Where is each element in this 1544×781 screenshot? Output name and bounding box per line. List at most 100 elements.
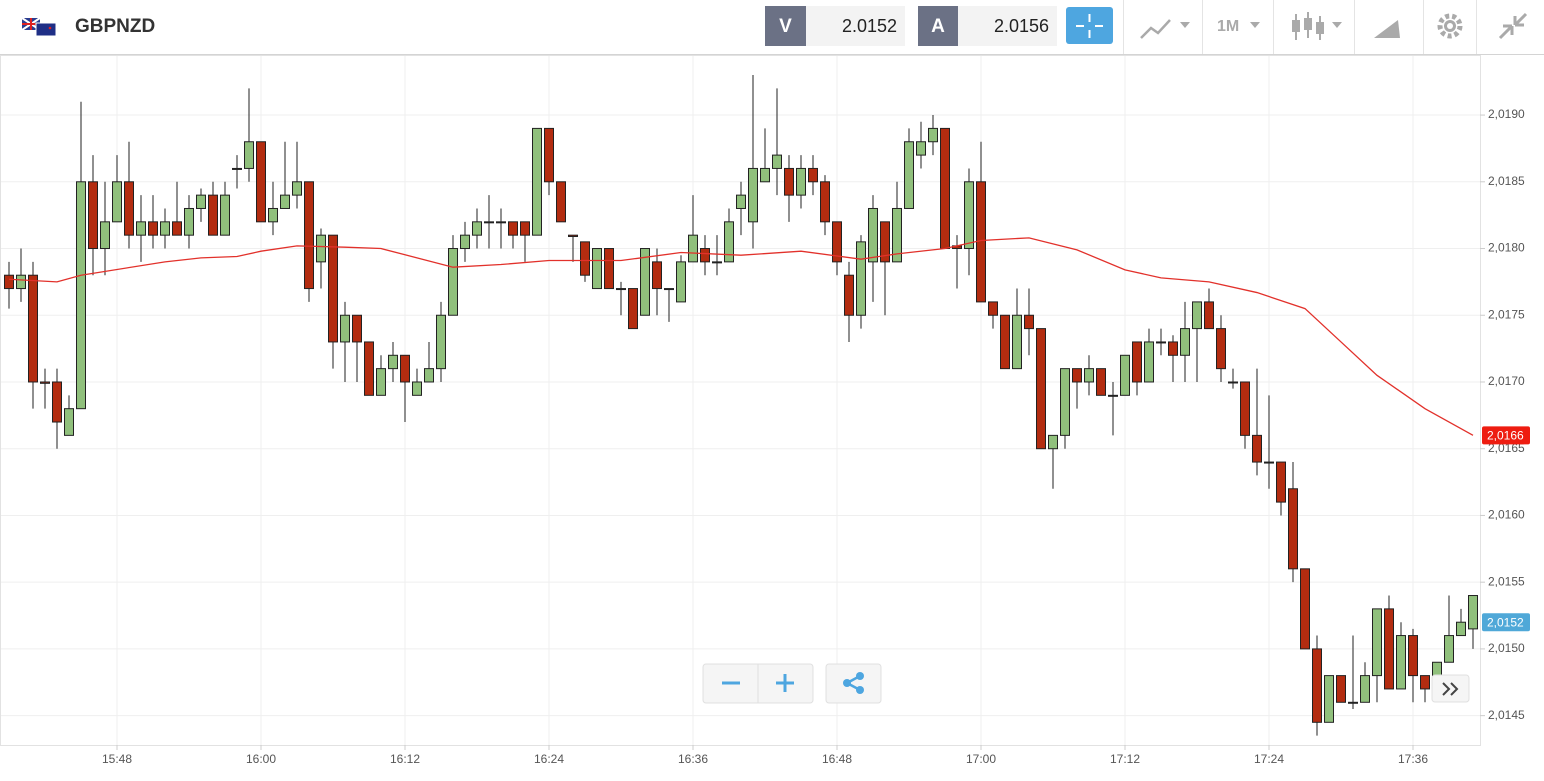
candle-body [256,141,266,223]
candle-body [1432,661,1442,677]
y-tick-label: 2,0190 [1488,107,1525,121]
candle-body [856,241,866,316]
x-tick-label: 16:36 [678,752,708,766]
candle-body [1072,368,1082,383]
candle-body [232,167,242,170]
candle-body [664,288,674,291]
candle-body [16,274,26,290]
candle-body [844,274,854,316]
grid: 2,0145 2,0150 2,0155 2,0160 2,0165 2,0170 2,01… [1,56,1525,766]
candle-body [712,261,722,264]
candle-body [1372,608,1382,677]
zoom-in-button[interactable] [776,674,794,692]
candle-body [1192,301,1202,330]
candle-body [304,181,314,290]
price-tag-label: 2,0152 [1487,615,1524,629]
ask-label: A [931,16,945,37]
candle-body [544,127,554,183]
candle-body [820,181,830,223]
crosshair-button[interactable] [1066,7,1113,44]
candle-body [556,181,566,223]
symbol: GBPNZD [75,16,155,37]
candle-body [220,194,230,236]
candle-body [1408,635,1418,677]
plot-frame [0,55,1481,746]
candle-body [832,221,842,263]
candle-body [424,368,434,383]
price-tag [1482,426,1530,445]
bid-box[interactable] [806,6,905,46]
candle-body [736,194,746,209]
candle-body [1168,341,1178,356]
candle-body [244,141,254,169]
collapse-icon[interactable] [1498,12,1528,40]
share-icon-dot [843,679,851,687]
candle-body [64,408,74,436]
candle-body [1324,675,1334,723]
candle-body [1036,328,1046,450]
candle-body [436,314,446,370]
ask-badge[interactable] [918,6,958,46]
candle-body [1024,314,1034,330]
candle-body [76,181,86,410]
candle-body [652,261,662,290]
header: GBPNZD V 2.0152 A 2.0156 1M [0,0,1544,55]
candle-body [1420,675,1430,690]
y-tick-label: 2,0145 [1488,708,1525,722]
candle-body [640,248,650,316]
candle-body [268,207,278,223]
candle-body [628,288,638,330]
candle-body [1384,608,1394,690]
scroll-end-button[interactable] [1431,674,1470,703]
candle-body [4,274,14,290]
share-button[interactable] [825,663,882,704]
price-tag [1482,613,1530,632]
candle-body [916,141,926,156]
candle-body [280,194,290,209]
drawing-icon[interactable] [1374,20,1400,38]
bid-badge[interactable] [765,6,806,46]
candle-body [448,248,458,316]
candle-body [964,181,974,250]
candle-body [1156,341,1166,344]
candles: 2,0166 2,0152 [4,75,1530,736]
crosshair-icon [1076,14,1103,38]
candle-body [868,207,878,263]
candle-body [400,354,410,383]
candle-body [472,221,482,236]
overlay [702,663,1470,704]
candle-body [988,301,998,316]
candle-body [1276,461,1286,503]
timeframe[interactable]: 1M [1217,18,1239,35]
x-tick-label: 16:00 [246,752,276,766]
candle-body [700,248,710,263]
candle-body [928,127,938,143]
candle-body [940,127,950,250]
candle-body [1348,701,1358,704]
candle-body [1300,568,1310,650]
x-tick-label: 17:36 [1398,752,1428,766]
candle-body [136,221,146,236]
candle-body [1468,595,1478,630]
y-tick-label: 2,0185 [1488,174,1525,188]
x-tick-label: 16:24 [534,752,564,766]
x-tick-label: 17:12 [1110,752,1140,766]
candle-body [1444,635,1454,663]
candle-body [1288,488,1298,570]
candle-body [772,154,782,169]
ask-box[interactable] [958,6,1057,46]
candle-body [388,354,398,370]
candle-body [616,288,626,291]
candle-body [376,368,386,396]
candles-icon-body [1304,18,1312,30]
candle-body [1048,434,1058,450]
chart-type-icon[interactable] [1140,19,1171,39]
scroll-end-icon [1442,682,1459,696]
settings-icon[interactable] [1437,13,1463,39]
candle-body [904,141,914,209]
ask-price: 2.0156 [994,16,1049,36]
y-tick-label: 2,0160 [1488,508,1525,522]
